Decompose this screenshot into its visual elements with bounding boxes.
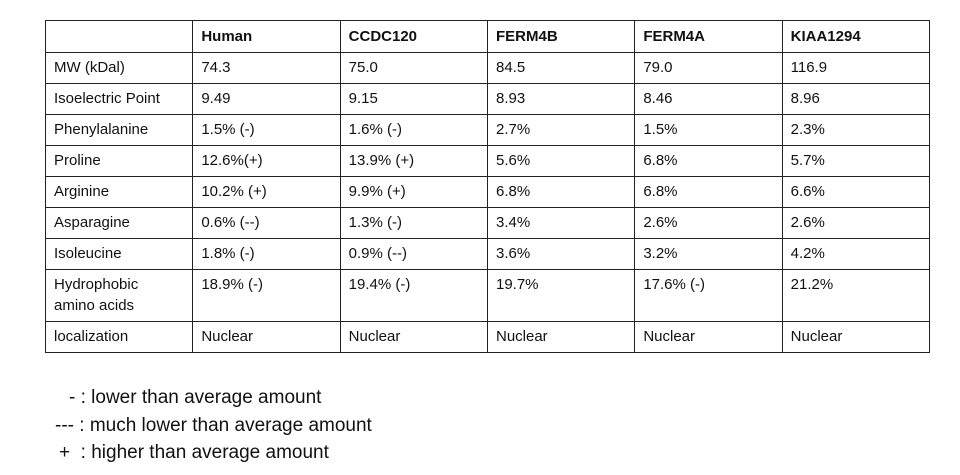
column-header: FERM4B	[486, 20, 636, 53]
table-cell: 0.6% (--)	[192, 207, 341, 239]
table-cell: Nuclear	[634, 321, 783, 353]
row-label: Isoleucine	[44, 238, 194, 270]
table-cell: 75.0	[339, 52, 488, 84]
table-cell: 1.8% (-)	[192, 238, 341, 270]
data-table: Human CCDC120 FERM4B FERM4A KIAA1294 MW (kDa…	[44, 20, 931, 353]
table-cell: 9.15	[339, 83, 488, 115]
table-body: MW (kDal) 74.3 75.0 84.5 79.0 116.9 Isoelectri…	[44, 52, 931, 353]
table-cell: Nuclear	[339, 321, 488, 353]
column-header: Human	[192, 20, 341, 53]
table-cell: Nuclear	[781, 321, 931, 353]
table-row: Phenylalanine 1.5% (-) 1.6% (-) 2.7% 1.5% 2.3…	[44, 114, 931, 146]
row-label: Asparagine	[44, 207, 194, 239]
row-label: Arginine	[44, 176, 194, 208]
column-header: CCDC120	[339, 20, 488, 53]
table-cell: 0.9% (--)	[339, 238, 488, 270]
table-row: Proline 12.6%(+) 13.9% (+) 5.6% 6.8% 5.7%	[44, 145, 931, 177]
legend: - : lower than average amount --- : much …	[55, 384, 372, 467]
table-cell: 13.9% (+)	[339, 145, 488, 177]
table-cell: 21.2%	[781, 269, 931, 322]
table-cell: 4.2%	[781, 238, 931, 270]
table-cell: 2.7%	[486, 114, 636, 146]
corner-cell	[44, 20, 194, 53]
row-label-text: Hydrophobic amino acids	[54, 276, 139, 314]
table-cell: 74.3	[192, 52, 341, 84]
table-row: localization Nuclear Nuclear Nuclear Nuclear…	[44, 321, 931, 353]
table-cell: 19.7%	[486, 269, 636, 322]
table-row: Isoleucine 1.8% (-) 0.9% (--) 3.6% 3.2% 4.2%	[44, 238, 931, 270]
table-cell: 10.2% (+)	[192, 176, 341, 208]
table-cell: 6.8%	[486, 176, 636, 208]
table-cell: 12.6%(+)	[192, 145, 341, 177]
column-header: FERM4A	[634, 20, 783, 53]
table-cell: 1.5% (-)	[192, 114, 341, 146]
column-header: KIAA1294	[781, 20, 931, 53]
legend-line: + : higher than average amount	[59, 442, 329, 463]
table-cell: 1.3% (-)	[339, 207, 488, 239]
table-row: MW (kDal) 74.3 75.0 84.5 79.0 116.9	[44, 52, 931, 84]
row-label: Proline	[44, 145, 194, 177]
table-cell: 8.96	[781, 83, 931, 115]
table-cell: 6.8%	[634, 176, 783, 208]
table-cell: 116.9	[781, 52, 931, 84]
table-cell: 2.6%	[634, 207, 783, 239]
table-cell: 8.46	[634, 83, 783, 115]
table-cell: 3.6%	[486, 238, 636, 270]
table-row: Hydrophobic amino acids 18.9% (-) 19.4% (-…	[44, 269, 931, 322]
table-cell: 2.6%	[781, 207, 931, 239]
row-label: localization	[44, 321, 194, 353]
table-row: Arginine 10.2% (+) 9.9% (+) 6.8% 6.8% 6.6%	[44, 176, 931, 208]
table-row: Asparagine 0.6% (--) 1.3% (-) 3.4% 2.6% 2.6%	[44, 207, 931, 239]
row-label: Isoelectric Point	[44, 83, 194, 115]
table-cell: 9.49	[192, 83, 341, 115]
table-cell: 6.8%	[634, 145, 783, 177]
table-cell: 5.7%	[781, 145, 931, 177]
table-cell: 17.6% (-)	[634, 269, 783, 322]
table-cell: 3.2%	[634, 238, 783, 270]
table-cell: 18.9% (-)	[192, 269, 341, 322]
table-cell: 8.93	[486, 83, 636, 115]
table-row: Isoelectric Point 9.49 9.15 8.93 8.46 8.96	[44, 83, 931, 115]
table-cell: 1.6% (-)	[339, 114, 488, 146]
table-cell: 2.3%	[781, 114, 931, 146]
table-cell: 5.6%	[486, 145, 636, 177]
table-cell: 9.9% (+)	[339, 176, 488, 208]
table-cell: 1.5%	[634, 114, 783, 146]
table-cell: Nuclear	[192, 321, 341, 353]
row-label: Phenylalanine	[44, 114, 194, 146]
row-label: MW (kDal)	[44, 52, 194, 84]
table-cell: 79.0	[634, 52, 783, 84]
table-cell: 84.5	[486, 52, 636, 84]
header-row: Human CCDC120 FERM4B FERM4A KIAA1294	[44, 20, 931, 53]
row-label: Hydrophobic amino acids	[44, 269, 194, 322]
table-cell: 3.4%	[486, 207, 636, 239]
legend-line: - : lower than average amount	[69, 387, 322, 408]
table-cell: 19.4% (-)	[339, 269, 488, 322]
legend-line: --- : much lower than average amount	[55, 414, 372, 436]
table-cell: 6.6%	[781, 176, 931, 208]
table-cell: Nuclear	[486, 321, 636, 353]
